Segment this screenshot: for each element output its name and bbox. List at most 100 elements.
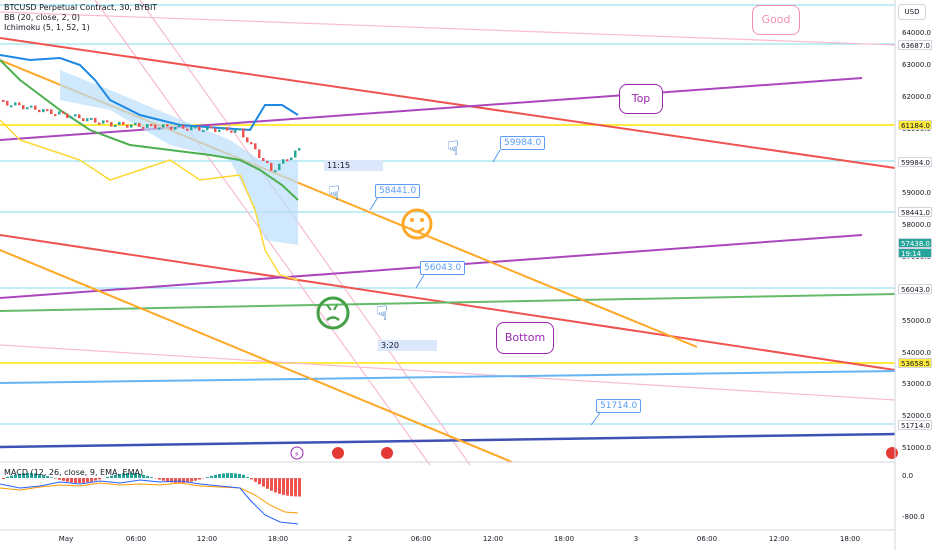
- macd-bar: [82, 478, 85, 483]
- macd-bar: [258, 478, 261, 485]
- macd-bar: [278, 478, 281, 494]
- time-axis-label: 12:00: [196, 535, 218, 543]
- candle: [274, 170, 277, 173]
- smiley-icon: [401, 208, 433, 240]
- time-axis-label: 2: [347, 535, 353, 543]
- candle: [262, 158, 265, 162]
- macd-bar: [126, 473, 129, 478]
- macd-bar: [298, 478, 301, 497]
- price-axis-label: 64000.0: [902, 29, 931, 37]
- candle: [70, 116, 73, 119]
- bottom-bubble[interactable]: Bottom: [496, 322, 554, 354]
- candle: [154, 124, 157, 129]
- candle: [266, 161, 269, 164]
- candle: [34, 105, 37, 110]
- candle: [106, 120, 109, 123]
- macd-bar: [294, 478, 297, 497]
- macd-bar: [234, 473, 237, 478]
- candle: [102, 120, 105, 124]
- candle: [86, 118, 89, 122]
- price-callout[interactable]: 58441.0: [375, 184, 421, 198]
- ichimoku-legend[interactable]: Ichimoku (5, 1, 52, 1): [4, 23, 90, 32]
- navy-trendline: [0, 432, 896, 449]
- candle: [58, 111, 61, 115]
- macd-bar: [150, 477, 153, 478]
- macd-bar: [110, 475, 113, 478]
- candle: [90, 117, 93, 120]
- macd-bar: [138, 474, 141, 478]
- candle: [298, 148, 301, 151]
- macd-bar: [254, 478, 257, 482]
- top-bubble[interactable]: Top: [619, 84, 663, 114]
- macd-bar: [226, 473, 229, 478]
- candle: [258, 149, 261, 159]
- macd-bar: [170, 478, 173, 483]
- candle: [110, 122, 113, 127]
- candle: [218, 129, 221, 132]
- macd-signal-line: [0, 482, 299, 514]
- blue-trendline: [0, 370, 896, 384]
- candle: [2, 100, 5, 102]
- macd-bar: [198, 478, 201, 480]
- price-axis-label: 59000.0: [902, 189, 931, 197]
- time-axis-label: 12:00: [482, 535, 504, 543]
- macd-bar: [26, 473, 29, 478]
- price-axis-label: 63000.0: [902, 61, 931, 69]
- time-axis-label: 06:00: [125, 535, 147, 543]
- ichimoku-cloud: [60, 70, 298, 245]
- macd-bar: [218, 473, 221, 478]
- bb-basis-line: [0, 59, 299, 201]
- candle: [214, 128, 217, 132]
- macd-bar: [86, 478, 89, 483]
- currency-button[interactable]: USD: [898, 4, 926, 20]
- us-flag-event-icon: [381, 447, 393, 459]
- price-axis-label: 62000.0: [902, 93, 931, 101]
- candle: [234, 129, 237, 133]
- price-tag: 51714.0: [898, 420, 932, 430]
- candle: [190, 126, 193, 131]
- candle: [130, 124, 133, 128]
- macd-bar: [286, 478, 289, 496]
- candle: [138, 122, 141, 127]
- macd-bar: [166, 478, 169, 482]
- duration-label: 3:20: [378, 340, 437, 351]
- candle: [18, 102, 21, 106]
- candle: [30, 105, 33, 108]
- us-flag-event-icon: [332, 447, 344, 459]
- time-axis-label: 18:00: [553, 535, 575, 543]
- candle: [134, 122, 137, 125]
- macd-bar: [114, 474, 117, 478]
- candle: [238, 128, 241, 131]
- macd-legend[interactable]: MACD (12, 26, close, 9, EMA, EMA): [4, 468, 144, 477]
- price-callout[interactable]: 56043.0: [420, 261, 466, 275]
- candle: [206, 126, 209, 131]
- candle: [6, 100, 9, 106]
- macd-bar: [162, 478, 165, 481]
- svg-text:⚡: ⚡: [294, 450, 300, 459]
- symbol-title[interactable]: BTCUSD Perpetual Contract, 30, BYBIT: [4, 3, 158, 12]
- candle: [226, 127, 229, 131]
- candle: [294, 150, 297, 158]
- candle: [150, 124, 153, 127]
- candle: [26, 107, 29, 110]
- candle: [126, 124, 129, 128]
- macd-bar: [42, 475, 45, 478]
- good-bubble[interactable]: Good: [752, 5, 800, 35]
- conversion-line: [0, 119, 299, 281]
- candle: [146, 124, 149, 128]
- price-callout[interactable]: 59984.0: [500, 136, 546, 150]
- macd-bar: [74, 478, 77, 483]
- macd-bar: [190, 478, 193, 482]
- candle: [74, 114, 77, 117]
- bb-legend[interactable]: BB (20, close, 2, 0): [4, 13, 80, 22]
- macd-bar: [146, 475, 149, 478]
- price-callout[interactable]: 51714.0: [596, 399, 642, 413]
- macd-bar: [50, 477, 53, 478]
- macd-bar: [66, 478, 69, 482]
- candle: [142, 126, 145, 129]
- candle: [114, 125, 117, 128]
- macd-bar: [174, 478, 177, 483]
- candle: [278, 163, 281, 171]
